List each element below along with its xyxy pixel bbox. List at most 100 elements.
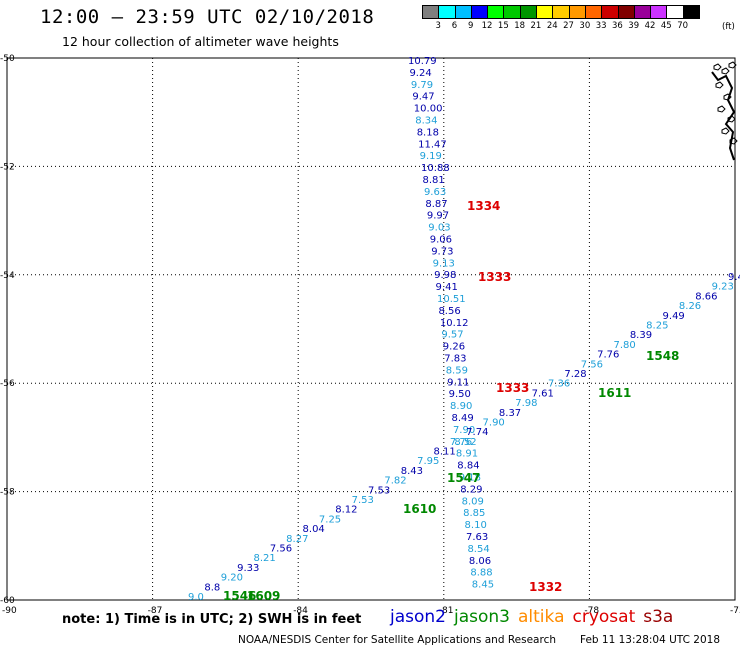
swh-value: 8.10	[465, 520, 487, 531]
longitude-tick-label: -81	[439, 606, 454, 616]
swh-value: 10.12	[440, 318, 469, 329]
swh-value: 8.25	[646, 320, 668, 331]
swh-value: 9.97	[427, 211, 449, 222]
coastline-island	[723, 93, 732, 101]
longitude-tick-label: -84	[293, 606, 308, 616]
swh-value: 8.43	[401, 466, 423, 477]
swh-value: 8.29	[460, 484, 482, 495]
swh-value: 10.51	[437, 294, 466, 305]
longitude-tick-label: -78	[584, 606, 599, 616]
swh-value: 8.90	[450, 401, 472, 412]
swh-value: 7.53	[352, 495, 374, 506]
colorbar-labels: 3 6 9 12 15 18 21 24 27 30 33 36 39 42 45 70	[422, 21, 699, 31]
colorbar-swatch	[682, 5, 701, 19]
latitude-tick-label: -50	[0, 54, 15, 64]
swh-value: 8.87	[425, 199, 447, 210]
coastline-island	[729, 137, 738, 145]
swh-value: 9.03	[428, 223, 450, 234]
swh-value: 10.00	[414, 104, 443, 115]
swh-value: 7.63	[466, 532, 488, 543]
colorbar-label: 42	[644, 21, 656, 31]
swh-value: 8.8	[204, 582, 220, 593]
swh-value: 7.56	[581, 359, 603, 370]
credit-line: NOAA/NESDIS Center for Satellite Applica…	[238, 634, 556, 646]
legend-jason2: jason2	[390, 607, 446, 627]
colorbar-label: 6	[451, 21, 458, 31]
latitude-tick-label: -52	[0, 162, 15, 172]
swh-value: 8.88	[470, 568, 492, 579]
swh-value: 7.90	[483, 417, 505, 428]
latitude-tick-label: -58	[0, 488, 15, 498]
swh-value: 10.88	[421, 163, 450, 174]
swh-value: 9.41	[436, 282, 458, 293]
map-frame	[6, 57, 736, 601]
swh-value: 9.06	[430, 235, 452, 246]
swh-value: 9.11	[447, 377, 469, 388]
swh-value: 7.80	[613, 340, 635, 351]
pass-number-label: 1547	[447, 471, 480, 485]
swh-value: 9.79	[411, 80, 433, 91]
swh-value: 8.26	[679, 301, 701, 312]
swh-value: 9.13	[433, 258, 455, 269]
swh-value: 9.73	[431, 246, 453, 257]
swh-value: 8.37	[499, 408, 521, 419]
colorbar-label: 12	[481, 21, 493, 31]
colorbar-label: 70	[677, 21, 689, 31]
swh-value: 7.95	[417, 456, 439, 467]
swh-value: 8.21	[253, 553, 275, 564]
swh-value: 8.59	[446, 365, 468, 376]
swh-value: 8.49	[452, 413, 474, 424]
swh-value: 8.45	[472, 580, 494, 591]
satellite-legend: jason2 jason3 altika cryosat s3a	[390, 607, 681, 627]
swh-value: 7.36	[548, 379, 570, 390]
swh-value: 9.57	[441, 330, 463, 341]
swh-value: 8.27	[286, 534, 308, 545]
swh-value: 8.06	[469, 556, 491, 567]
longitude-tick-label: -75	[730, 606, 740, 616]
swh-value: 8.81	[423, 175, 445, 186]
swh-value: 9.98	[434, 270, 456, 281]
colorbar-label: 27	[563, 21, 574, 31]
swh-value: 8.11	[433, 447, 455, 458]
coastline-island	[728, 61, 737, 69]
swh-value: 7.56	[270, 544, 292, 555]
coastline-island	[717, 105, 726, 113]
swh-value: 8.09	[462, 496, 484, 507]
pass-number-label: 1334	[467, 199, 500, 213]
pass-number-label: 1611	[598, 386, 631, 400]
colorbar-label: 30	[579, 21, 591, 31]
swh-value: 9.24	[409, 68, 431, 79]
swh-value: 9.50	[449, 389, 471, 400]
swh-value: 8.04	[303, 524, 325, 535]
coastline-island	[721, 127, 730, 135]
swh-value: 7.74	[466, 427, 488, 438]
colorbar-swatches	[422, 5, 701, 19]
swh-value: 8.66	[695, 291, 717, 302]
footer-note: note: 1) Time is in UTC; 2) SWH is in fe…	[62, 612, 362, 627]
colorbar-label: 39	[628, 21, 640, 31]
coastline-island	[715, 81, 724, 89]
legend-s3a: s3a	[643, 607, 674, 627]
map-subtitle: 12 hour collection of altimeter wave hei…	[62, 34, 339, 49]
swh-value: 9.49	[663, 311, 685, 322]
swh-value: 8.52	[454, 437, 476, 448]
pass-number-label: 1610	[403, 502, 436, 516]
swh-value: 7.53	[368, 485, 390, 496]
swh-value: 9.63	[424, 187, 446, 198]
swh-value: 9.33	[237, 563, 259, 574]
colorbar-label: 3	[435, 21, 441, 31]
swh-value: 8.39	[630, 330, 652, 341]
map-title: 12:00 – 23:59 UTC 02/10/2018	[40, 6, 375, 28]
swh-value: 8.84	[457, 461, 479, 472]
legend-altika: altika	[518, 607, 565, 627]
swh-value: 9.19	[420, 151, 442, 162]
pass-number-label: 1548	[646, 349, 679, 363]
swh-value: 7.25	[319, 514, 341, 525]
pass-number-label: 1333	[496, 381, 529, 395]
swh-value: 7.98	[515, 398, 537, 409]
swh-value: 8.54	[467, 544, 489, 555]
swh-value: 7.90	[453, 425, 475, 436]
latitude-tick-label: -54	[0, 271, 15, 281]
colorbar-label: 24	[546, 21, 558, 31]
